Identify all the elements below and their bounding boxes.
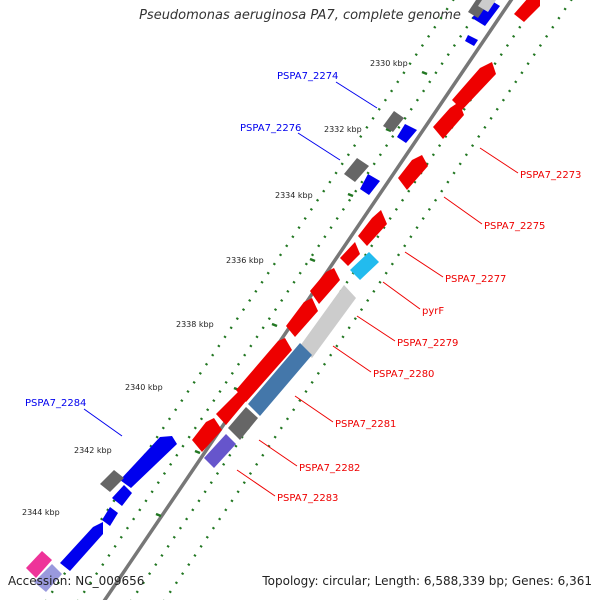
gene-pink-bottom xyxy=(26,551,52,578)
gene-label-pspa7-2276[interactable]: PSPA7_2276 xyxy=(240,123,301,134)
gene-pyrF xyxy=(350,252,379,280)
gene-arrow-pspa7-2277 xyxy=(358,210,387,246)
leader-line-pspa7-2282 xyxy=(258,439,298,467)
tick-mark-2344 xyxy=(155,512,162,518)
gene-arrow-pspa7-2284 xyxy=(120,436,177,488)
leader-line-pspa7-2274 xyxy=(335,81,378,109)
tick-label-2342: 2342 kbp xyxy=(74,446,112,455)
tick-label-2334: 2334 kbp xyxy=(275,191,313,200)
gene-arrow-pspa7-2275 xyxy=(398,155,428,190)
guide-arc-inner-left xyxy=(77,0,487,600)
gene-arrow-blue-low xyxy=(102,507,118,526)
gene-label-pspa7-2282[interactable]: PSPA7_2282 xyxy=(299,463,360,474)
gene-arrow-pspa7-2273-long xyxy=(452,62,496,110)
gene-label-pspa7-2273[interactable]: PSPA7_2273 xyxy=(520,170,581,181)
gene-label-pspa7-2280[interactable]: PSPA7_2280 xyxy=(373,369,434,380)
leader-line-pspa7-2275 xyxy=(443,196,483,225)
leader-line-pspa7-2280 xyxy=(332,345,372,373)
gene-label-pspa7-2274[interactable]: PSPA7_2274 xyxy=(277,71,338,82)
gene-arrow-pspa7-2276 xyxy=(360,174,380,195)
tick-mark-2334 xyxy=(347,192,354,198)
gene-label-pspa7-2279[interactable]: PSPA7_2279 xyxy=(397,338,458,349)
gene-violet-bottom xyxy=(34,564,62,592)
gene-arrow-pspa7-2279 xyxy=(310,268,340,304)
gene-light-grey-pseudo xyxy=(300,285,356,358)
gene-label-pspa7-2283[interactable]: PSPA7_2283 xyxy=(277,493,338,504)
gene-arrow-pspa7-2281-b xyxy=(216,392,246,425)
gene-arrow-pspa7-2280 xyxy=(286,298,318,337)
gene-grey-2342 xyxy=(100,470,124,492)
gene-arrow-red-small xyxy=(340,242,360,266)
gene-label-pyrF[interactable]: pyrF xyxy=(422,306,444,317)
leader-line-pspa7-2277 xyxy=(404,251,444,278)
gene-label-pspa7-2275[interactable]: PSPA7_2275 xyxy=(484,221,545,232)
tick-mark-2336 xyxy=(309,257,316,263)
leader-line-pspa7-2284 xyxy=(83,408,123,437)
leader-line-pspa7-2279 xyxy=(356,315,396,342)
guide-arc-outer-left xyxy=(45,0,455,600)
gene-arrow-blue-mid xyxy=(112,485,132,506)
genome-summary-text: Topology: circular; Length: 6,588,339 bp… xyxy=(262,574,592,588)
tick-label-2332: 2332 kbp xyxy=(324,125,362,134)
gene-light-top xyxy=(478,0,496,12)
gene-grey-2274-pair xyxy=(383,111,404,132)
gene-arrow-red-top xyxy=(514,0,540,22)
gene-grey-2282 xyxy=(228,407,258,440)
gene-arrow-top-blue xyxy=(472,0,500,26)
tick-mark-2338 xyxy=(271,322,278,328)
tick-mark-2330 xyxy=(421,70,428,76)
tick-label-2340: 2340 kbp xyxy=(125,383,163,392)
tick-mark-2332 xyxy=(385,127,392,133)
tick-label-2338: 2338 kbp xyxy=(176,320,214,329)
gene-arrow-blue-long-bottom xyxy=(60,522,103,571)
gene-arrow-pspa7-2282 xyxy=(192,418,222,452)
guide-arc-outer-right xyxy=(163,0,573,600)
gene-label-pspa7-2277[interactable]: PSPA7_2277 xyxy=(445,274,506,285)
tick-mark-2342 xyxy=(194,449,201,455)
gene-arrow-top-blue-small xyxy=(465,35,478,46)
gene-arrow-pspa7-2281 xyxy=(236,338,292,402)
gene-arrow-pspa7-2274 xyxy=(397,124,417,143)
gene-label-pspa7-2281[interactable]: PSPA7_2281 xyxy=(335,419,396,430)
gene-arrow-pspa7-2273 xyxy=(433,102,464,139)
accession-text: Accession: NC_009656 xyxy=(8,574,145,588)
tick-label-2344: 2344 kbp xyxy=(22,508,60,517)
gene-steel-blue xyxy=(248,343,312,416)
gene-label-pspa7-2284[interactable]: PSPA7_2284 xyxy=(25,398,86,409)
leader-line-pspa7-2283 xyxy=(236,469,276,497)
leader-line-pyrF xyxy=(382,281,421,310)
leader-line-pspa7-2276 xyxy=(297,132,341,161)
gene-violet-2283 xyxy=(204,434,236,468)
leader-line-pspa7-2273 xyxy=(479,147,519,174)
tick-label-2336: 2336 kbp xyxy=(226,256,264,265)
tick-label-2330: 2330 kbp xyxy=(370,59,408,68)
gene-grey-2276-pair xyxy=(344,158,369,182)
map-title: Pseudomonas aeruginosa PA7, complete gen… xyxy=(139,8,461,23)
leader-line-pspa7-2281 xyxy=(294,395,334,423)
